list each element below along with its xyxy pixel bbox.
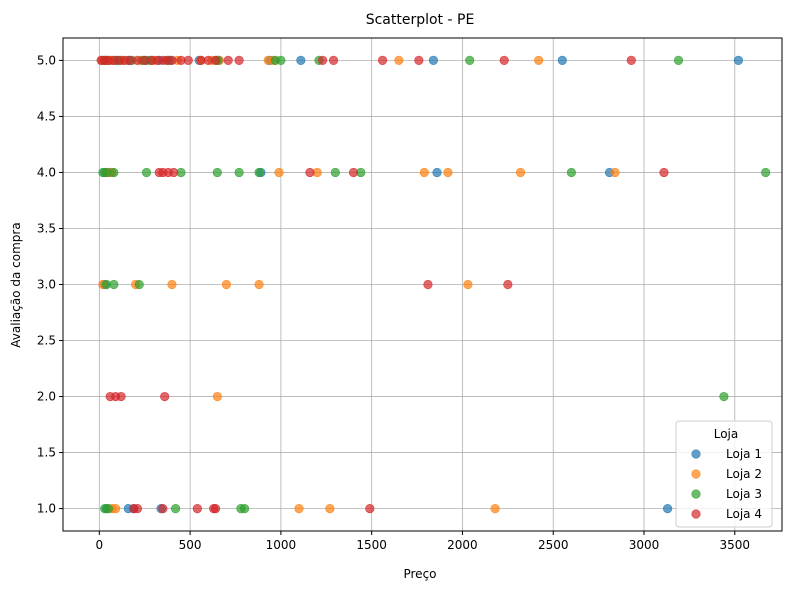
data-point: [626, 55, 636, 66]
data-point: [377, 55, 388, 66]
x-axis-label: Preço: [403, 567, 436, 581]
data-point: [423, 279, 433, 290]
data-point: [296, 55, 306, 66]
data-point: [212, 167, 222, 178]
data-point: [515, 167, 526, 178]
data-point: [663, 503, 673, 514]
data-point: [325, 503, 335, 514]
data-point: [318, 55, 328, 66]
data-point: [116, 391, 126, 402]
legend-marker: [691, 469, 701, 479]
data-point: [183, 55, 193, 66]
data-point: [223, 55, 233, 66]
data-point: [365, 503, 375, 514]
x-tick-label: 3500: [720, 538, 751, 552]
data-point: [212, 391, 222, 402]
y-axis-label: Avaliação da compra: [9, 222, 23, 347]
x-tick-label: 1500: [356, 538, 387, 552]
data-point: [432, 167, 442, 178]
data-point: [274, 167, 284, 178]
data-point: [109, 167, 119, 178]
data-point: [132, 503, 143, 514]
y-tick-label: 1.0: [37, 502, 56, 516]
legend-marker: [691, 489, 701, 499]
legend-marker: [691, 509, 701, 519]
data-point: [566, 167, 576, 178]
data-point: [328, 55, 339, 66]
data-point: [305, 167, 315, 178]
data-point: [221, 279, 232, 290]
data-point: [158, 503, 168, 514]
data-point: [294, 503, 304, 514]
x-tick-label: 2000: [447, 538, 478, 552]
data-point: [414, 55, 424, 66]
legend-label: Loja 4: [726, 507, 762, 521]
data-point: [192, 503, 202, 514]
y-tick-label: 3.0: [37, 278, 56, 292]
data-point: [234, 55, 244, 66]
legend-label: Loja 1: [726, 447, 762, 461]
y-tick-label: 3.5: [37, 221, 56, 235]
y-tick-label: 4.5: [37, 109, 56, 123]
data-point: [167, 279, 177, 290]
legend-label: Loja 3: [726, 487, 762, 501]
data-point: [761, 167, 771, 178]
data-point: [160, 391, 170, 402]
y-tick-label: 4.0: [37, 165, 56, 179]
y-tick-label: 2.0: [37, 390, 56, 404]
chart-title: Scatterplot - PE: [366, 12, 475, 28]
data-point: [169, 167, 179, 178]
data-point: [419, 167, 429, 178]
data-point: [659, 167, 669, 178]
data-point: [733, 55, 744, 66]
data-point: [239, 503, 250, 514]
data-point: [210, 503, 221, 514]
y-tick-label: 2.5: [37, 334, 56, 348]
data-point: [167, 55, 177, 66]
data-point: [610, 167, 620, 178]
data-point: [103, 503, 113, 514]
data-point: [234, 167, 244, 178]
x-tick-label: 1000: [266, 538, 297, 552]
data-point: [170, 503, 181, 514]
data-point: [134, 279, 144, 290]
legend-title: Loja: [714, 427, 739, 441]
data-point: [443, 167, 453, 178]
data-point: [141, 167, 152, 178]
y-tick-label: 1.5: [37, 446, 56, 460]
data-point: [499, 55, 509, 66]
legend-marker: [691, 449, 701, 459]
legend-box: [675, 420, 773, 528]
legend: Loja Loja 1 Loja 2 Loja 3 Loja 4: [675, 420, 773, 528]
data-point: [276, 55, 286, 66]
scatter-points: [96, 55, 771, 514]
x-tick-label: 3000: [629, 538, 660, 552]
x-axis-ticks: 0 500 1000 1500 2000 2500 3000 3500: [95, 531, 750, 552]
data-point: [465, 55, 475, 66]
data-point: [673, 55, 684, 66]
data-point: [210, 55, 221, 66]
data-point: [254, 167, 264, 178]
data-point: [534, 55, 544, 66]
y-tick-label: 5.0: [37, 53, 56, 67]
x-tick-label: 0: [95, 538, 103, 552]
data-point: [394, 55, 404, 66]
data-point: [428, 55, 438, 66]
data-point: [557, 55, 567, 66]
data-point: [463, 279, 473, 290]
data-point: [503, 279, 513, 290]
y-axis-ticks: 1.0 1.5 2.0 2.5 3.0 3.5 4.0 4.5 5.0: [37, 53, 63, 516]
data-point: [719, 391, 729, 402]
data-point: [348, 167, 359, 178]
x-tick-label: 500: [179, 538, 202, 552]
data-point: [254, 279, 264, 290]
series-4: [96, 55, 669, 514]
legend-label: Loja 2: [726, 467, 762, 481]
data-point: [490, 503, 500, 514]
data-point: [330, 167, 340, 178]
x-tick-label: 2500: [538, 538, 569, 552]
data-point: [109, 279, 119, 290]
